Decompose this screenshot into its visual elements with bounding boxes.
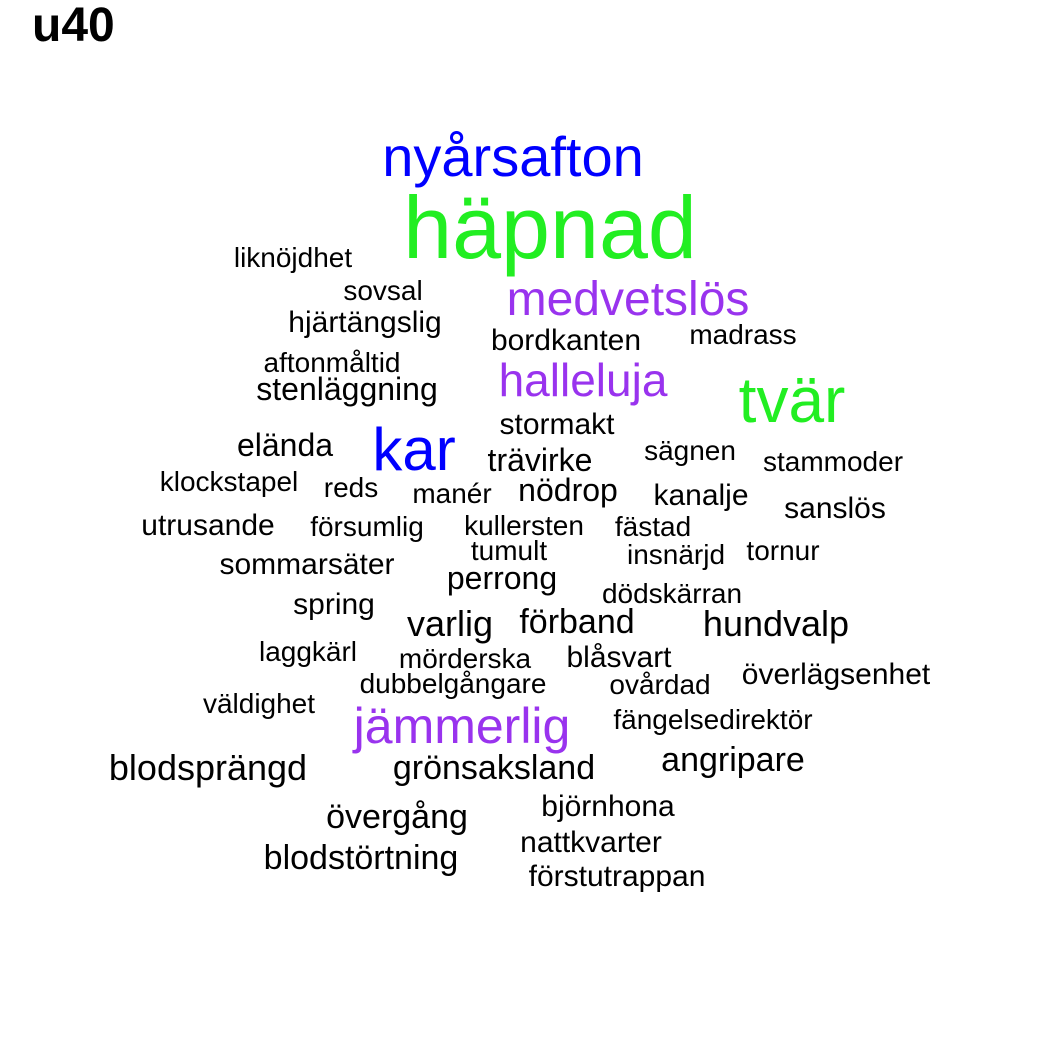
word-53: blodstörtning [263, 839, 459, 877]
word-20: reds [323, 472, 379, 503]
word-4: halleluja [498, 354, 668, 406]
word-10: bordkanten [490, 324, 642, 357]
word-17: sägnen [644, 435, 736, 466]
word-43: dubbelgångare [359, 668, 547, 699]
word-35: spring [293, 588, 375, 621]
word-51: övergång [326, 798, 468, 836]
word-18: stammoder [762, 446, 904, 477]
word-16: trävirke [487, 442, 593, 478]
word-11: madrass [689, 319, 797, 350]
word-45: väldighet [202, 688, 316, 719]
word-2: medvetslös [506, 273, 750, 326]
word-15: eländа [236, 427, 334, 463]
word-33: perrong [446, 560, 558, 596]
word-44: ovårdad [609, 669, 711, 700]
word-40: mörderska [398, 643, 532, 674]
word-21: manér [412, 478, 492, 509]
word-38: hundvalp [702, 603, 850, 644]
plot-title: u40 [32, 0, 115, 52]
word-48: grönsaksland [392, 749, 596, 787]
word-22: nödrop [518, 472, 618, 508]
word-47: blodsprängd [108, 747, 308, 788]
word-19: klockstapel [159, 466, 299, 497]
word-9: hjärtängslig [288, 306, 442, 339]
word-28: fästad [614, 511, 692, 542]
word-41: blåsvart [566, 641, 672, 674]
word-50: björnhona [541, 790, 675, 823]
word-42: överlägsenhet [741, 658, 931, 691]
word-36: varlig [406, 603, 494, 644]
word-37: förband [519, 603, 635, 641]
word-6: jämmerlig [353, 698, 571, 754]
word-34: dödskärran [601, 578, 743, 609]
word-24: sanslös [784, 492, 886, 525]
word-31: tornur [746, 535, 820, 566]
word-25: utrusande [141, 509, 275, 542]
word-0: häpnad [403, 178, 697, 277]
word-39: laggkärl [258, 636, 358, 667]
word-49: angripare [661, 741, 805, 779]
word-26: försumlig [310, 511, 424, 542]
word-32: sommarsäter [219, 548, 395, 581]
word-23: kanalje [653, 479, 749, 512]
word-27: kullersten [464, 510, 584, 541]
word-1: nyårsafton [382, 125, 644, 188]
word-46: fängelsedirektör [613, 704, 813, 735]
word-8: sovsal [343, 275, 423, 306]
word-12: aftonmåltid [263, 347, 401, 378]
word-54: förstutrappan [528, 860, 706, 893]
word-5: kar [372, 416, 456, 483]
word-29: tumult [470, 535, 548, 566]
word-30: insnärjd [626, 539, 726, 570]
word-7: liknöjdhet [233, 242, 353, 273]
word-52: nattkvarter [520, 826, 662, 859]
word-13: stenläggning [256, 371, 438, 407]
word-3: tvär [738, 364, 846, 436]
word-14: stormakt [499, 408, 615, 441]
